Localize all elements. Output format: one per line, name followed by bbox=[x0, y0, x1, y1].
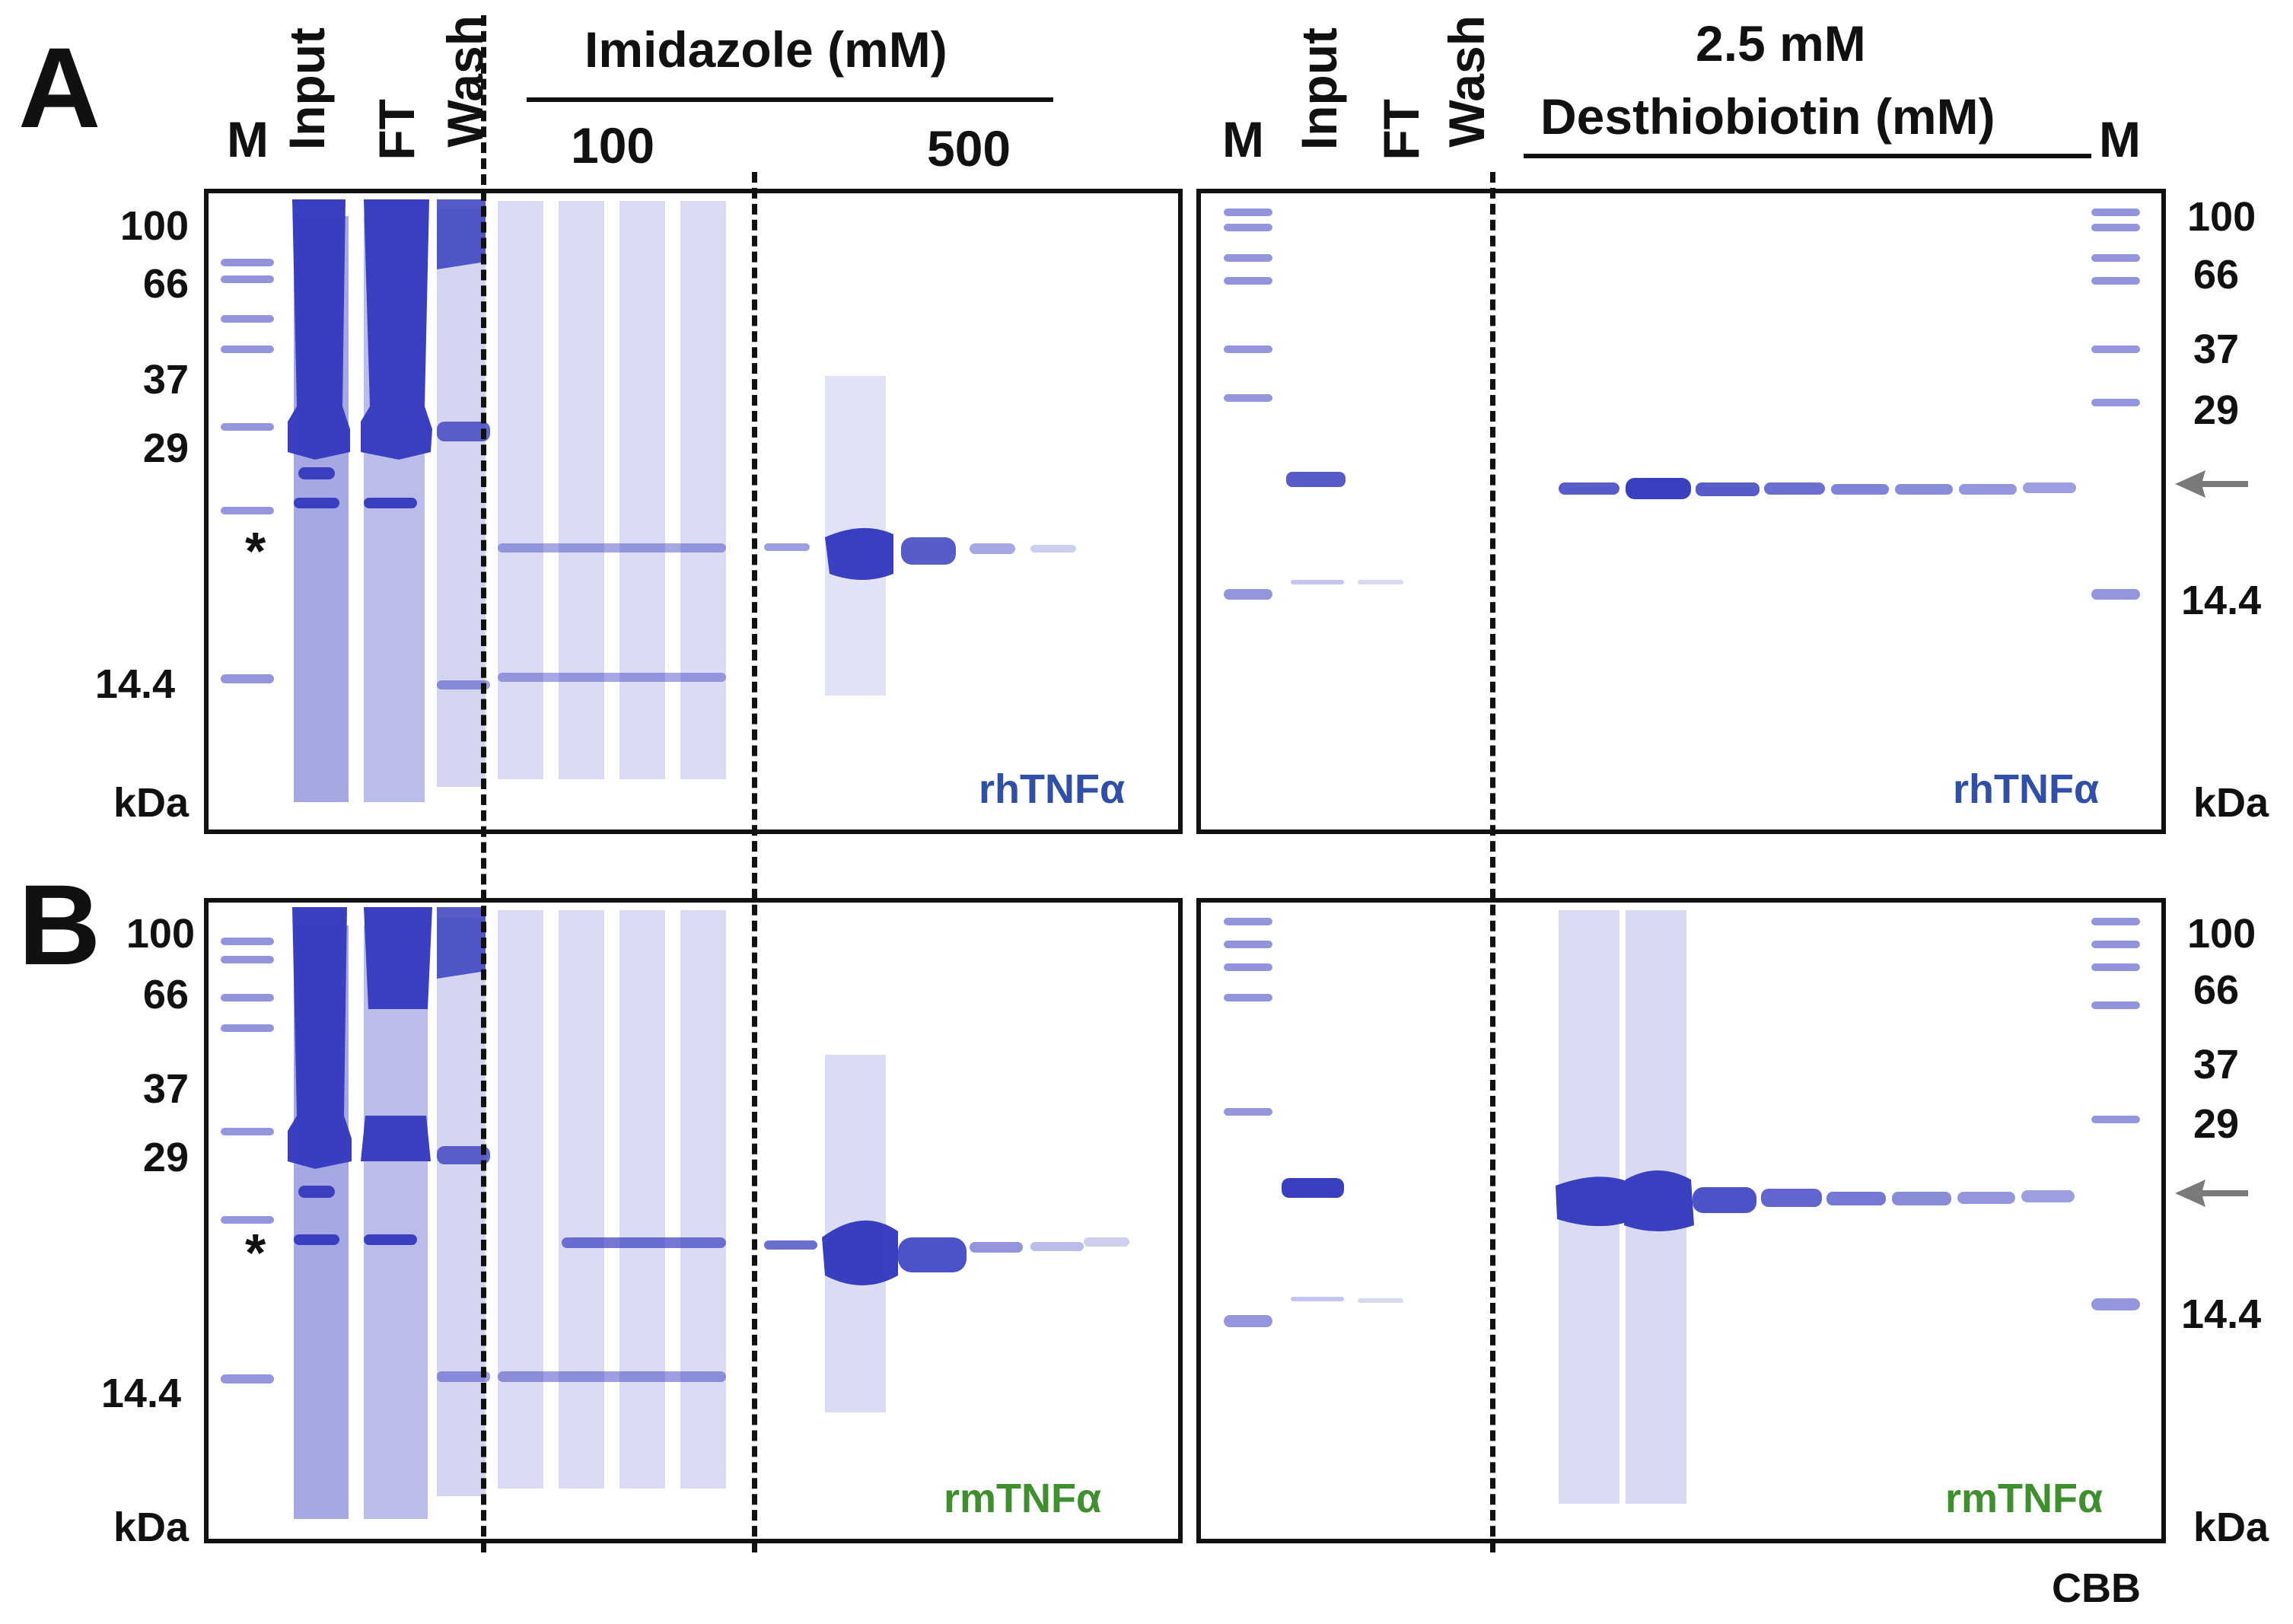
desthiobiotin-concentration-label: 2.5 mM bbox=[1696, 15, 1866, 72]
mw-marker-b-left-kda: kDa bbox=[113, 1505, 189, 1550]
desthiobiotin-bracket bbox=[1524, 154, 2091, 158]
mw-marker-b-left-100: 100 bbox=[126, 911, 195, 957]
lane-label-m-left: M bbox=[227, 111, 269, 167]
lane-label-ft-left: FT bbox=[368, 99, 425, 161]
gel-b-left-bands bbox=[221, 907, 1129, 1519]
mw-marker-a-right-kda: kDa bbox=[2193, 780, 2269, 826]
imidazole-bracket bbox=[527, 97, 1053, 102]
mw-marker-b-left-66: 66 bbox=[142, 972, 189, 1017]
panel-a-label: A bbox=[18, 24, 101, 151]
lane-label-input-left: Input bbox=[279, 27, 335, 151]
separator-100-500 bbox=[752, 172, 757, 1552]
arrow-a bbox=[2175, 470, 2248, 498]
protein-label-a-right: rhTNFα bbox=[1953, 766, 2100, 812]
arrow-b bbox=[2175, 1180, 2248, 1207]
mw-marker-a-right-29: 29 bbox=[2193, 387, 2240, 433]
mw-marker-b-right-kda: kDa bbox=[2193, 1505, 2269, 1550]
mw-marker-b-left-14-4: 14.4 bbox=[100, 1371, 181, 1416]
gel-b-left: rmTNFα bbox=[204, 898, 1183, 1543]
lane-label-input-right: Input bbox=[1291, 27, 1347, 151]
mw-marker-b-left-29: 29 bbox=[142, 1135, 189, 1180]
gel-a-left: rhTNFα bbox=[204, 189, 1183, 834]
mw-marker-b-right-37: 37 bbox=[2193, 1042, 2240, 1087]
mw-marker-a-left-14-4: 14.4 bbox=[94, 661, 175, 707]
protein-label-b-right: rmTNFα bbox=[1945, 1476, 2104, 1521]
protein-label-b-left: rmTNFα bbox=[944, 1476, 1102, 1521]
mw-marker-a-left-100: 100 bbox=[119, 203, 189, 249]
mw-marker-a-right-66: 66 bbox=[2193, 252, 2240, 298]
mw-marker-a-right-37: 37 bbox=[2193, 326, 2240, 372]
separator-right-wash bbox=[1490, 172, 1495, 1552]
mw-marker-b-right-100: 100 bbox=[2187, 911, 2256, 957]
lane-label-ft-right: FT bbox=[1373, 99, 1429, 161]
mw-marker-a-left-kda: kDa bbox=[113, 780, 189, 826]
lane-label-m-right-end: M bbox=[2099, 111, 2141, 167]
mw-marker-a-left-29: 29 bbox=[142, 425, 189, 471]
gel-b-right-bands bbox=[1224, 910, 2140, 1504]
protein-label-a-left: rhTNFα bbox=[979, 766, 1126, 812]
lane-label-wash-right: Wash bbox=[1438, 15, 1495, 148]
mw-marker-a-left-37: 37 bbox=[142, 357, 189, 403]
mw-marker-b-right-29: 29 bbox=[2193, 1101, 2240, 1147]
gel-a-right-bands bbox=[1224, 209, 2140, 600]
mw-marker-a-right-100: 100 bbox=[2187, 194, 2256, 240]
imidazole-500-label: 500 bbox=[927, 120, 1011, 177]
panel-b-label: B bbox=[18, 861, 101, 989]
mw-marker-b-left-37: 37 bbox=[142, 1066, 189, 1112]
mw-marker-a-left-66: 66 bbox=[142, 261, 189, 307]
mw-marker-a-right-14-4: 14.4 bbox=[2181, 578, 2262, 623]
stain-label: CBB bbox=[2052, 1565, 2141, 1611]
imidazole-header: Imidazole (mM) bbox=[584, 21, 947, 78]
asterisk-a: * bbox=[245, 521, 266, 581]
mw-marker-b-right-66: 66 bbox=[2193, 967, 2240, 1013]
gel-a-right: rhTNFα bbox=[1196, 189, 2166, 834]
separator-left-wash bbox=[481, 15, 486, 1552]
desthiobiotin-header: Desthiobiotin (mM) bbox=[1540, 88, 1995, 145]
asterisk-b: * bbox=[245, 1223, 266, 1282]
gel-b-right: rmTNFα bbox=[1196, 898, 2166, 1543]
imidazole-100-label: 100 bbox=[571, 117, 655, 174]
gel-a-left-bands bbox=[221, 199, 1076, 802]
lane-label-m-right: M bbox=[1222, 111, 1264, 167]
mw-marker-b-right-14-4: 14.4 bbox=[2181, 1291, 2262, 1337]
